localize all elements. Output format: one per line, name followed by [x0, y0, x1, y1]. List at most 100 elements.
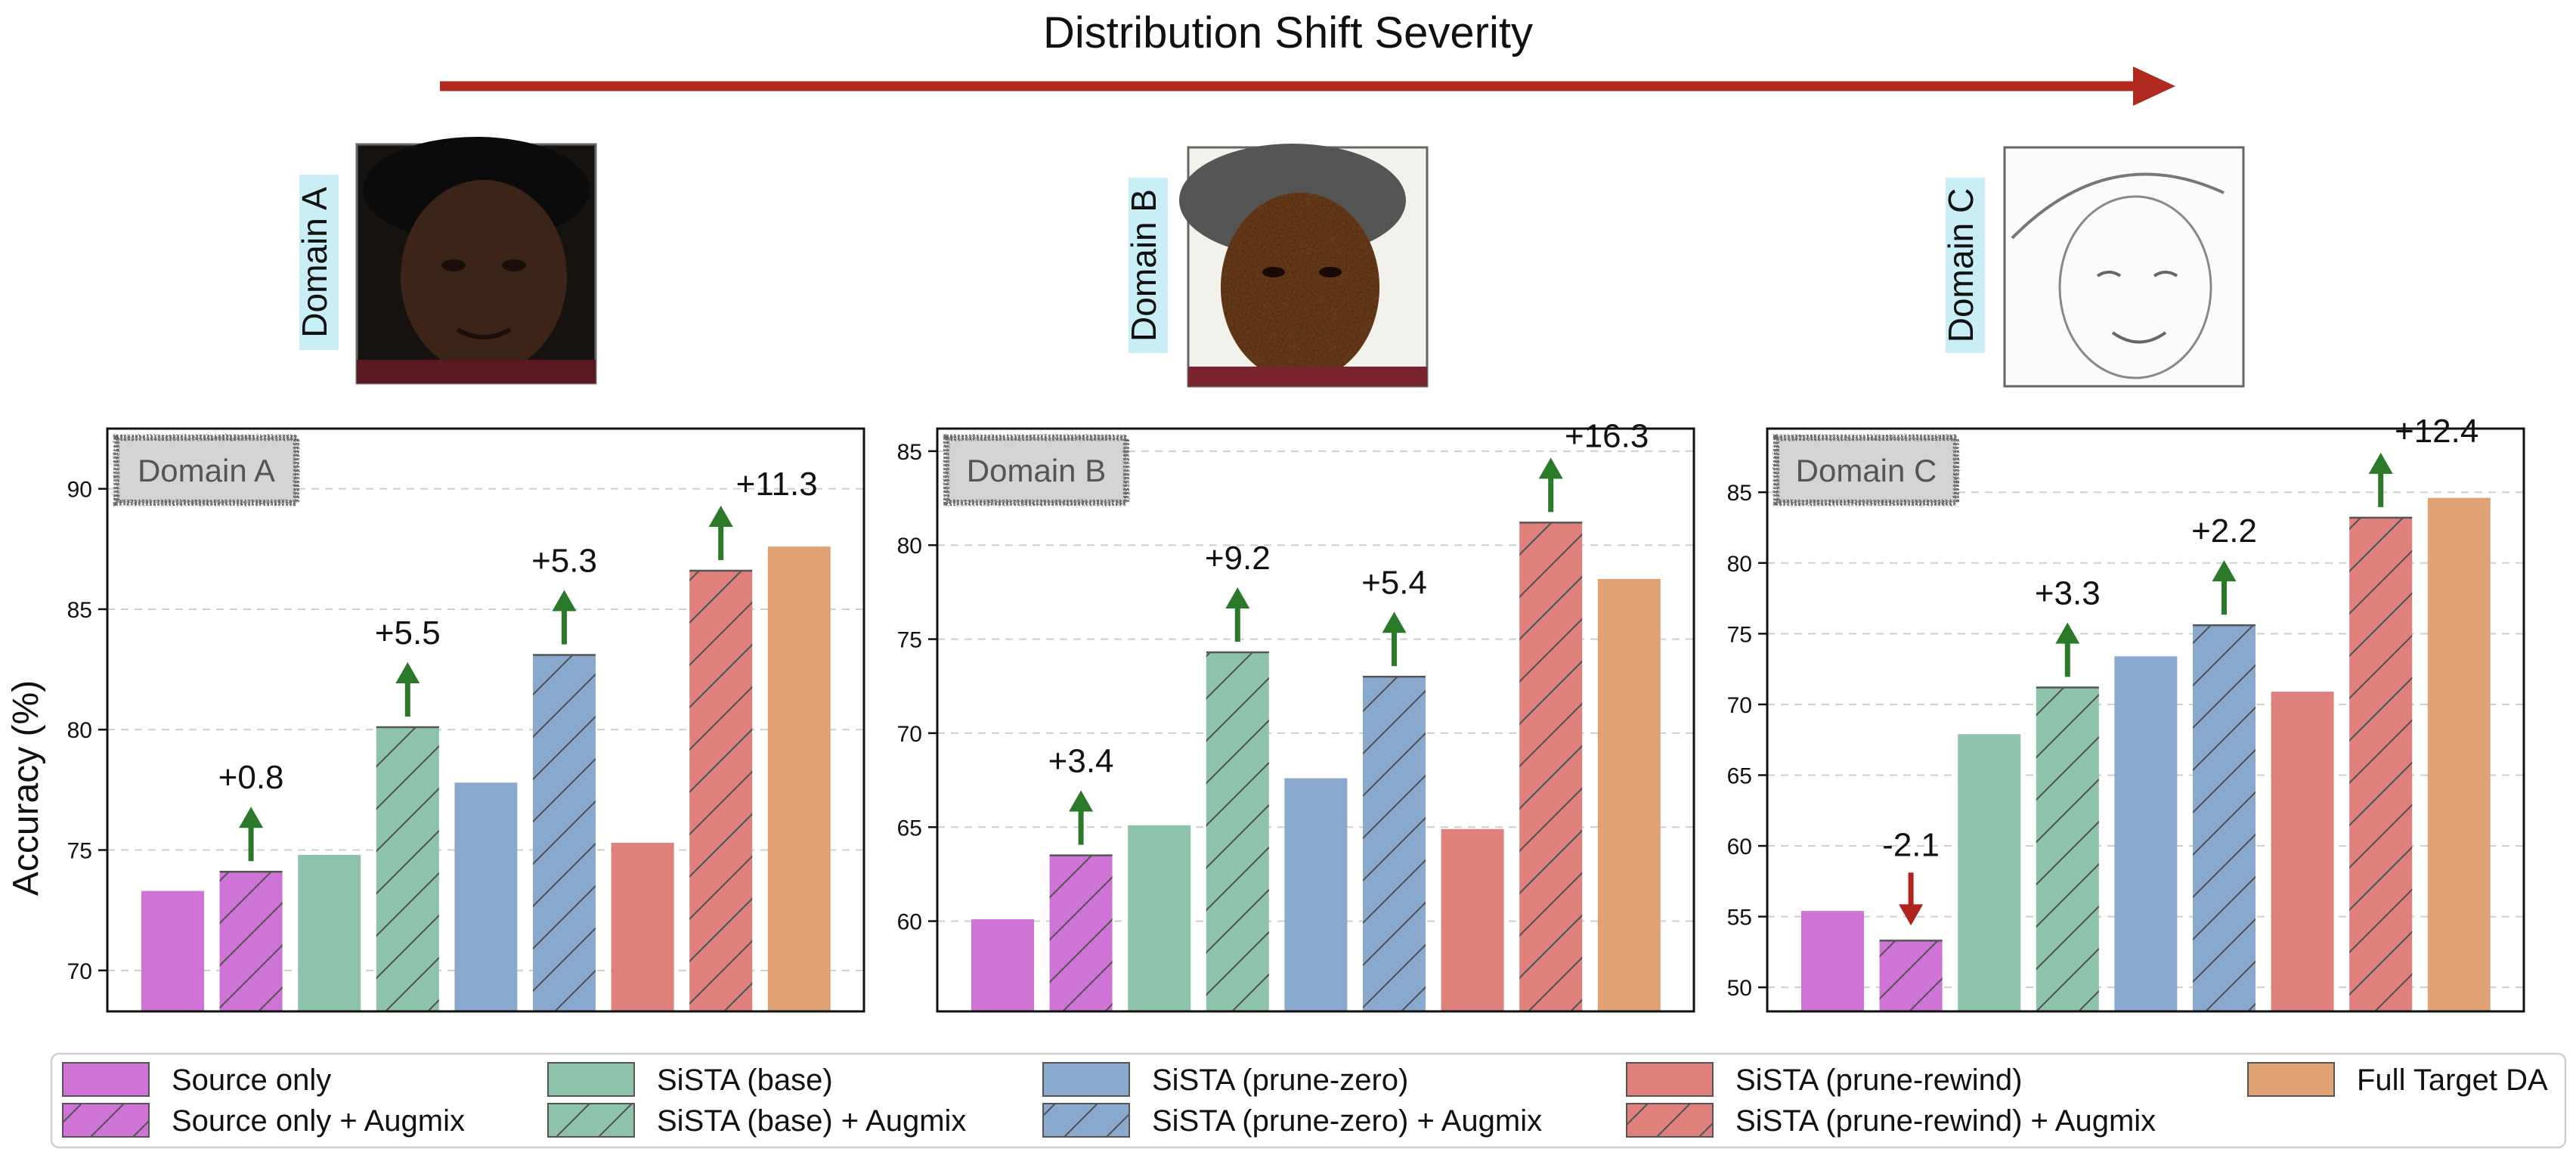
face-texture	[1221, 193, 1379, 382]
y-tick-label: 70	[67, 959, 92, 984]
severity-arrow-head	[2133, 67, 2175, 106]
gain-annotation: +3.4	[1048, 743, 1114, 845]
gain-annotation: +5.5	[375, 615, 441, 717]
bar-hatch	[219, 872, 283, 1011]
gain-label: +11.3	[736, 466, 818, 503]
up-arrow-head	[2368, 452, 2393, 474]
up-arrow-head	[708, 505, 733, 527]
legend-item: Source only	[62, 1062, 331, 1097]
legend-frame	[50, 1052, 2567, 1149]
domain-label-bg	[299, 175, 339, 350]
legend-swatch-hatch	[62, 1103, 150, 1138]
cap-icon	[2011, 172, 2225, 240]
up-arrow-head	[239, 807, 264, 828]
eye-icon	[441, 259, 466, 271]
legend-item: SiSTA (prune-rewind) + Augmix	[1626, 1103, 2156, 1138]
gain-annotation: +5.4	[1361, 564, 1427, 667]
bar	[971, 919, 1034, 1011]
domain-thumbnail-2: Domain B	[1124, 144, 1429, 388]
figure-title: Distribution Shift Severity	[1043, 8, 1533, 57]
legend-swatch	[1042, 1062, 1130, 1097]
bar	[2427, 497, 2491, 1011]
bar-hatch	[2036, 687, 2099, 1011]
legend-label: SiSTA (prune-rewind) + Augmix	[1735, 1104, 2156, 1138]
bar	[454, 782, 518, 1011]
bar	[298, 854, 361, 1011]
y-tick-label: 80	[1727, 552, 1752, 577]
legend-swatch-hatch	[1626, 1103, 1714, 1138]
chart-panel-1: +0.8 +5.5 +5.3 +11.3 70 75 80 85 90 Accuracy (%) D…	[6, 427, 865, 1013]
legend-item: SiSTA (base)	[547, 1062, 833, 1097]
y-tick-label: 80	[67, 718, 92, 743]
y-tick-label: 85	[897, 440, 922, 465]
bar-hatch	[1519, 522, 1583, 1011]
up-arrow-head	[395, 662, 420, 684]
domain-label: Domain A	[295, 187, 334, 338]
y-tick-label: 90	[67, 478, 92, 503]
up-arrow-head	[1225, 587, 1250, 608]
gain-label: +3.4	[1048, 743, 1114, 780]
shirt-icon	[357, 360, 596, 383]
gain-annotation: +5.3	[531, 542, 597, 645]
eye-icon	[2096, 271, 2178, 277]
domain-badge-label: Domain C	[1796, 453, 1937, 488]
gain-label: +16.3	[1565, 417, 1649, 454]
up-arrow-head	[1538, 457, 1563, 479]
domain-label-bg	[1129, 178, 1168, 353]
legend-item: SiSTA (base) + Augmix	[547, 1103, 966, 1138]
mouth-icon	[456, 327, 512, 339]
y-tick-label: 85	[1727, 481, 1752, 506]
bar-hatch	[1879, 940, 1943, 1011]
domain-badge: Domain B	[943, 435, 1129, 506]
y-tick-label: 50	[1727, 976, 1752, 1001]
plot-frame	[936, 427, 1695, 1013]
domain-badge-frame	[943, 435, 1129, 506]
y-tick-label: 65	[1727, 763, 1752, 788]
gain-annotation: +3.3	[2035, 574, 2101, 677]
y-tick-label: 65	[897, 816, 922, 841]
gain-label: +12.4	[2395, 413, 2478, 450]
bar	[1441, 828, 1504, 1011]
face-icon	[2058, 195, 2212, 379]
domain-badge-label: Domain B	[967, 453, 1106, 488]
domain-badge-label: Domain A	[138, 453, 275, 488]
bar	[1284, 778, 1348, 1011]
chart-panel-2: +3.4 +9.2 +5.4 +16.3 60 65 70 75 80 85 Domain B	[897, 417, 1695, 1013]
eye-icon	[1262, 267, 1285, 277]
bar-hatch	[1049, 855, 1113, 1011]
y-tick-label: 85	[67, 598, 92, 623]
mouth-icon	[2111, 331, 2167, 344]
y-tick-label: 75	[67, 839, 92, 864]
gain-label: +2.2	[2191, 512, 2257, 550]
legend: Source only Source only + Augmix SiSTA (ba…	[50, 1052, 2567, 1149]
legend-item: Source only + Augmix	[62, 1103, 465, 1138]
bar	[1597, 578, 1661, 1011]
bar	[1128, 825, 1191, 1011]
legend-label: Full Target DA	[2357, 1064, 2548, 1097]
gain-annotation: +0.8	[218, 759, 284, 862]
up-arrow-head	[1069, 790, 1094, 812]
bar-hatch	[1206, 652, 1269, 1011]
legend-label: Source only + Augmix	[172, 1104, 465, 1138]
gain-annotation: +11.3	[708, 466, 818, 560]
domain-label: Domain B	[1124, 189, 1163, 342]
y-axis-label: Accuracy (%)	[6, 680, 46, 896]
gain-label: +5.4	[1361, 564, 1427, 601]
severity-arrow	[440, 67, 2175, 106]
face-icon	[401, 180, 567, 373]
gain-label: -2.1	[1882, 826, 1940, 863]
eye-icon	[1319, 267, 1342, 277]
legend-swatch-hatch	[1042, 1103, 1130, 1138]
bar	[141, 890, 204, 1011]
legend-label: SiSTA (prune-zero)	[1152, 1064, 1408, 1097]
domain-badge: Domain A	[113, 435, 299, 506]
gain-label: +0.8	[218, 759, 284, 796]
legend-swatch	[2247, 1062, 2335, 1097]
gain-label: +9.2	[1205, 540, 1271, 577]
bar	[2114, 656, 2178, 1011]
y-tick-label: 70	[1727, 693, 1752, 718]
up-arrow-head	[1382, 612, 1407, 633]
y-tick-label: 55	[1727, 906, 1752, 931]
